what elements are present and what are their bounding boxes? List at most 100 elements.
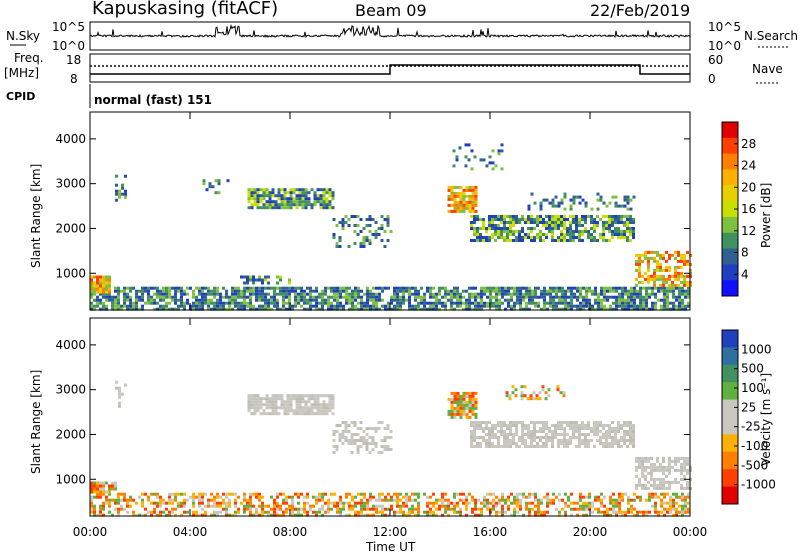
heatmap-cell xyxy=(678,292,681,296)
heatmap-cell xyxy=(247,197,251,201)
heatmap-cell xyxy=(356,215,360,218)
heatmap-cell xyxy=(114,295,117,299)
heatmap-cell xyxy=(560,239,563,242)
heatmap-cell xyxy=(569,239,572,242)
heatmap-cell xyxy=(485,424,488,427)
heatmap-cell xyxy=(259,403,263,407)
heatmap-cell xyxy=(665,465,668,469)
heatmap-cell xyxy=(497,430,500,433)
heatmap-cell xyxy=(108,275,111,279)
heatmap-cell xyxy=(651,304,654,308)
heatmap-cell xyxy=(581,215,584,218)
heatmap-cell xyxy=(521,436,524,439)
heatmap-cell xyxy=(261,281,264,285)
heatmap-cell xyxy=(533,221,536,224)
heatmap-cell xyxy=(444,510,447,514)
heatmap-cell xyxy=(353,224,357,227)
heatmap-cell xyxy=(332,233,336,236)
heatmap-cell xyxy=(524,442,527,445)
heatmap-cell xyxy=(476,218,479,221)
heatmap-cell xyxy=(507,504,510,508)
heatmap-cell xyxy=(201,286,204,290)
heatmap-cell xyxy=(641,465,644,469)
heatmap-cell xyxy=(129,504,132,508)
heatmap-cell xyxy=(629,218,632,221)
heatmap-cell xyxy=(108,287,111,291)
heatmap-cell xyxy=(285,289,288,293)
heatmap-cell xyxy=(117,501,120,505)
heatmap-cell xyxy=(648,495,651,499)
heatmap-cell xyxy=(447,412,451,416)
heatmap-cell xyxy=(686,456,689,460)
heatmap-cell xyxy=(162,501,165,505)
heatmap-cell xyxy=(509,218,512,221)
heatmap-cell xyxy=(662,280,665,284)
heatmap-cell xyxy=(608,424,611,427)
heatmap-cell xyxy=(587,442,590,445)
heatmap-cell xyxy=(217,182,221,186)
heatmap-cell xyxy=(282,498,285,502)
heatmap-cell xyxy=(509,433,512,436)
heatmap-cell xyxy=(234,304,237,308)
heatmap-cell xyxy=(573,501,576,505)
heatmap-cell xyxy=(570,289,573,293)
heatmap-cell xyxy=(513,286,516,290)
heatmap-cell xyxy=(582,301,585,305)
heatmap-cell xyxy=(417,292,420,296)
heatmap-cell xyxy=(653,477,656,481)
heatmap-cell xyxy=(648,510,651,514)
heatmap-cell xyxy=(288,495,291,499)
beam-title: Beam 09 xyxy=(355,1,427,20)
x-tick-label: 12:00 xyxy=(373,525,408,539)
heatmap-cell xyxy=(338,221,342,224)
heatmap-cell xyxy=(378,286,381,290)
heatmap-cell xyxy=(581,230,584,233)
heatmap-cell xyxy=(456,394,460,398)
heatmap-cell xyxy=(683,459,686,463)
heatmap-cell xyxy=(243,495,246,499)
heatmap-cell xyxy=(659,253,662,257)
heatmap-cell xyxy=(387,301,390,305)
heatmap-cell xyxy=(304,403,308,407)
heatmap-cell xyxy=(593,445,596,448)
heatmap-cell xyxy=(396,304,399,308)
heatmap-cell xyxy=(503,421,506,424)
heatmap-cell xyxy=(371,439,375,442)
heatmap-cell xyxy=(354,289,357,293)
heatmap-cell xyxy=(93,290,96,294)
heatmap-cell xyxy=(339,307,342,311)
heatmap-cell xyxy=(476,445,479,448)
heatmap-cell xyxy=(339,501,342,505)
heatmap-cell xyxy=(324,510,327,514)
heatmap-cell xyxy=(680,483,683,487)
heatmap-cell xyxy=(271,397,275,401)
heatmap-cell xyxy=(288,292,291,296)
heatmap-cell xyxy=(147,495,150,499)
heatmap-cell xyxy=(524,427,527,430)
heatmap-cell xyxy=(282,289,285,293)
heatmap-cell xyxy=(138,495,141,499)
heatmap-cell xyxy=(557,201,561,205)
heatmap-cell xyxy=(408,498,411,502)
heatmap-cell xyxy=(482,236,485,239)
heatmap-cell xyxy=(623,442,626,445)
heatmap-cell xyxy=(285,510,288,514)
heatmap-cell xyxy=(426,289,429,293)
heatmap-cell xyxy=(503,215,506,218)
heatmap-cell xyxy=(459,298,462,302)
heatmap-cell xyxy=(408,507,411,511)
heatmap-cell xyxy=(671,253,674,257)
heatmap-cell xyxy=(465,307,468,311)
heatmap-cell xyxy=(331,194,335,198)
heatmap-cell xyxy=(510,501,513,505)
heatmap-cell xyxy=(325,409,329,413)
heatmap-cell xyxy=(635,456,638,460)
heatmap-cell xyxy=(325,197,329,201)
heatmap-cell xyxy=(423,292,426,296)
heatmap-cell xyxy=(417,307,420,311)
heatmap-cell xyxy=(521,421,524,424)
heatmap-cell xyxy=(587,230,590,233)
heatmap-cell xyxy=(485,433,488,436)
heatmap-cell xyxy=(494,164,498,168)
heatmap-cell xyxy=(645,301,648,305)
